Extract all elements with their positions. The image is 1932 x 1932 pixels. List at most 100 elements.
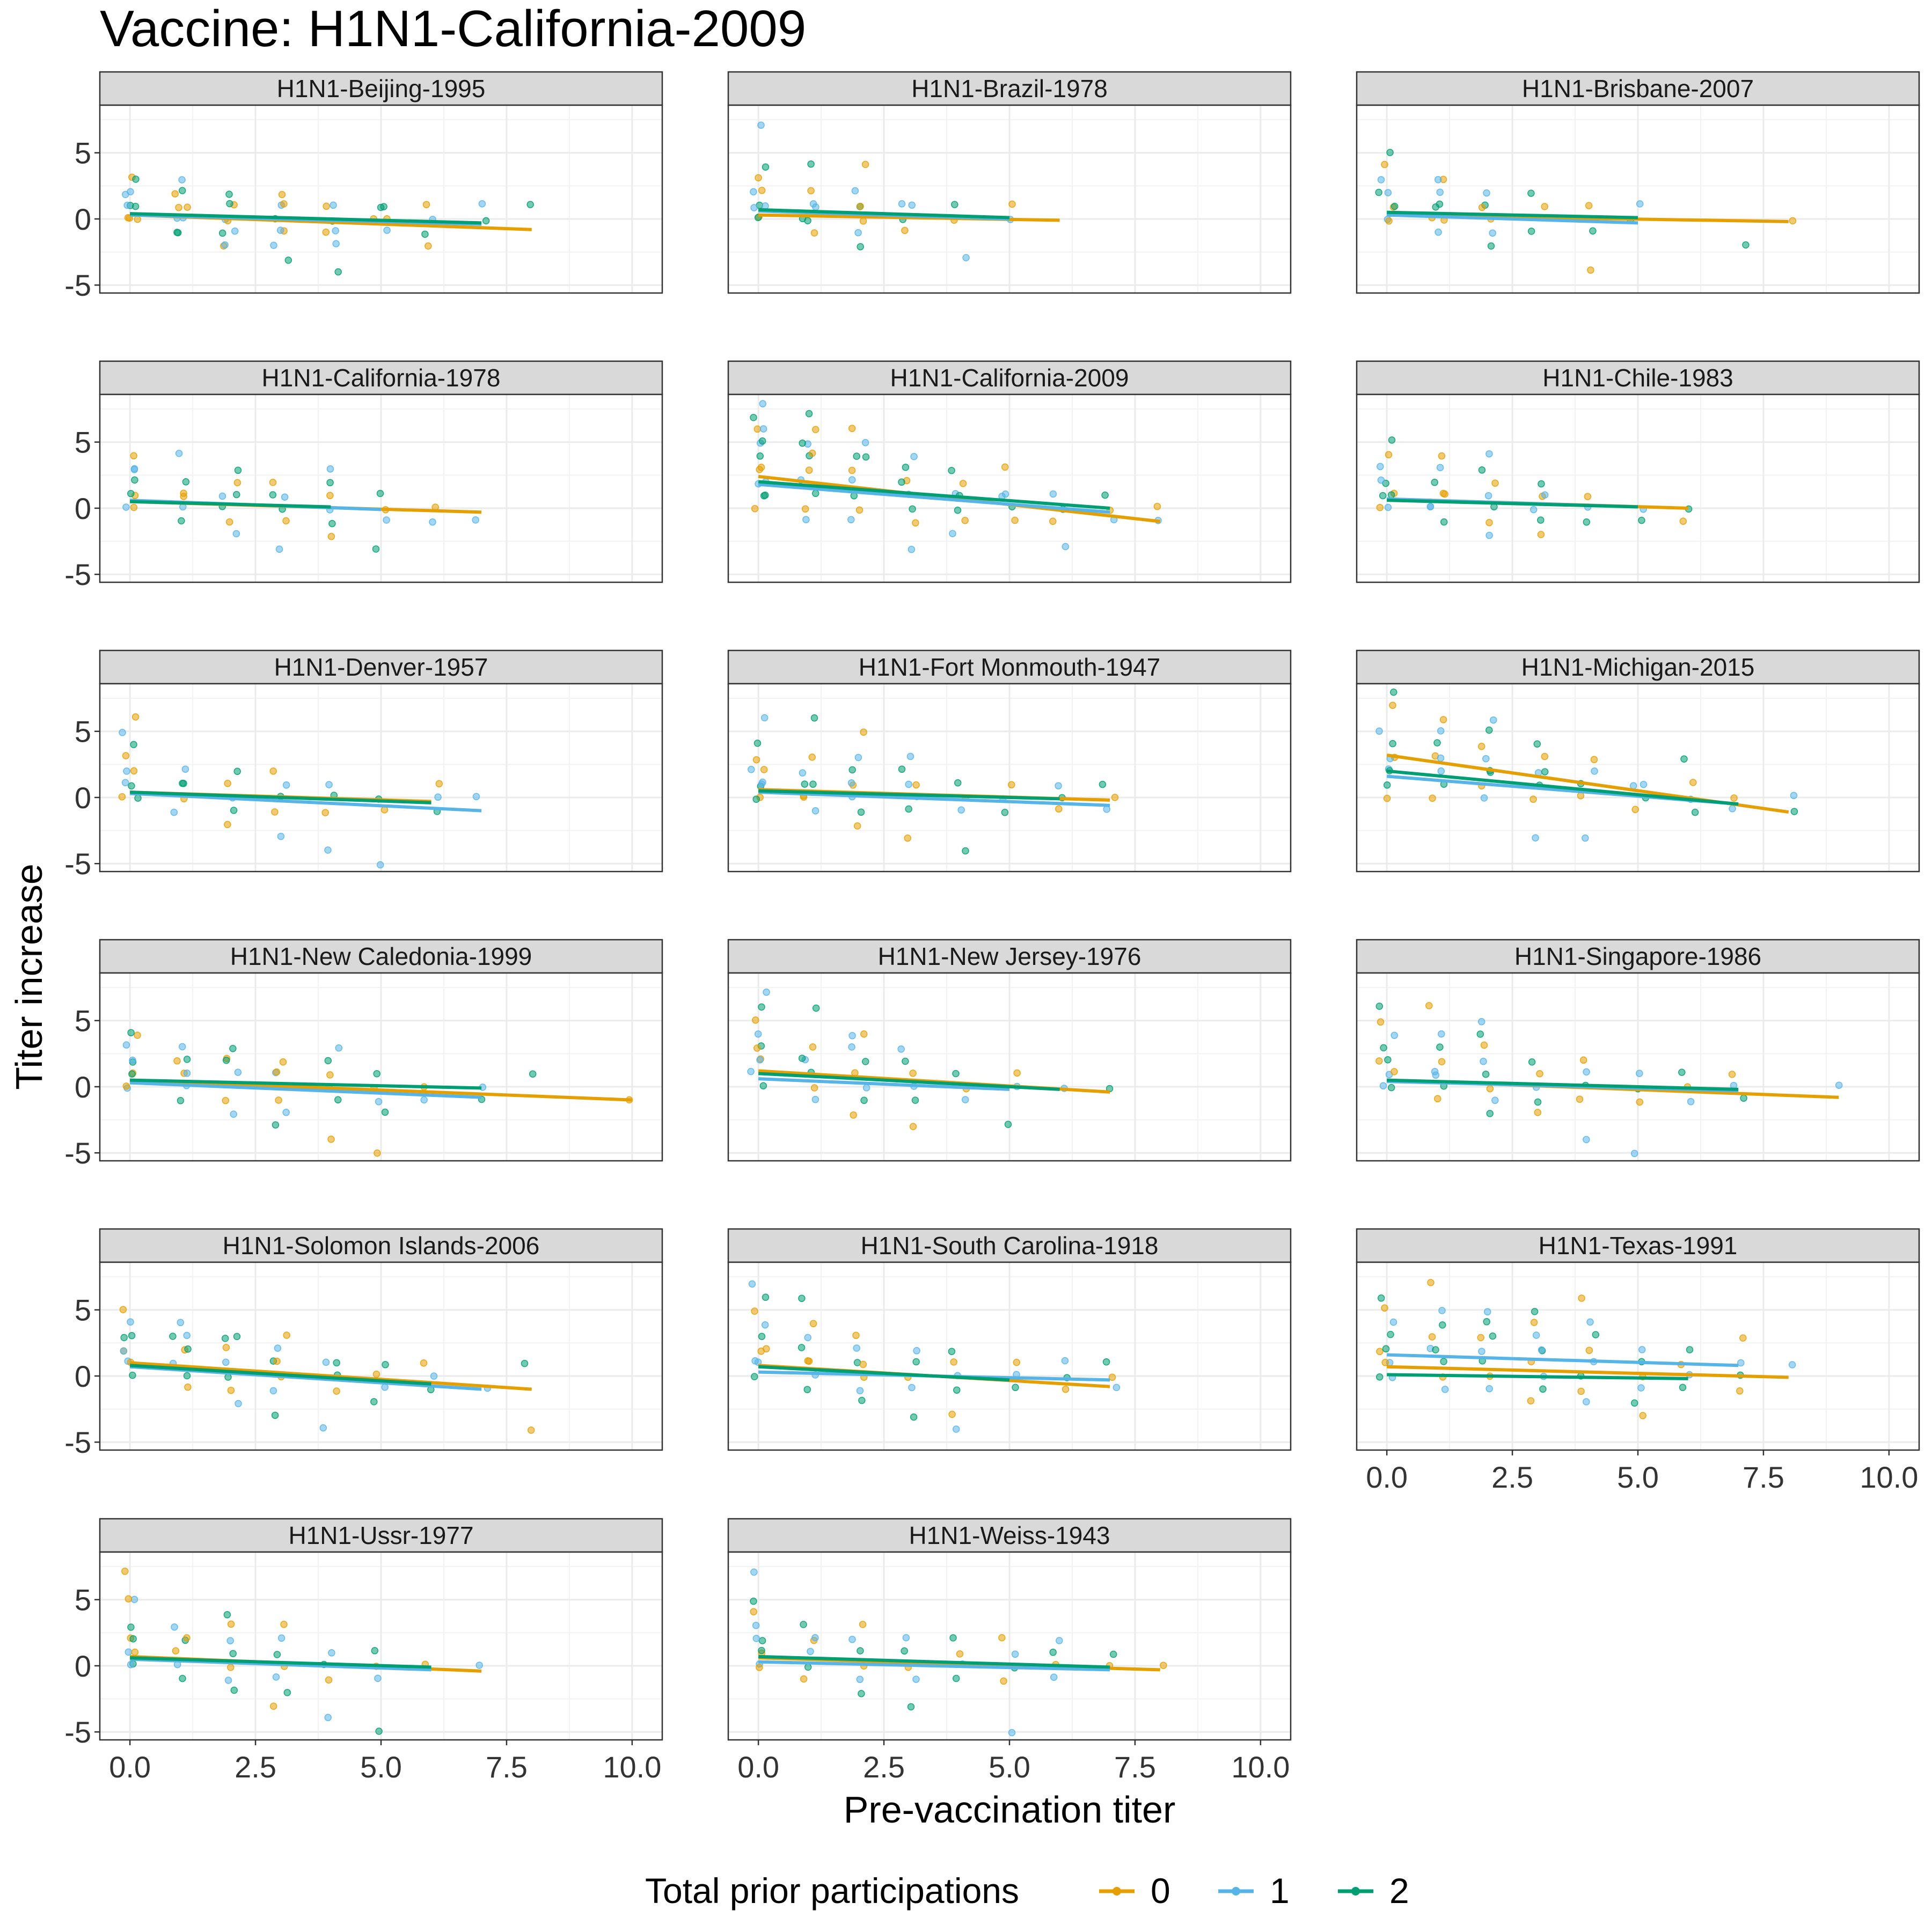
data-point bbox=[905, 780, 912, 788]
data-point bbox=[1375, 1002, 1384, 1010]
data-point bbox=[962, 847, 969, 855]
data-point bbox=[1011, 516, 1019, 524]
data-point bbox=[183, 1056, 191, 1063]
data-point bbox=[809, 780, 817, 788]
data-point bbox=[125, 1595, 133, 1602]
data-point bbox=[326, 479, 334, 487]
data-point bbox=[127, 489, 135, 497]
data-point bbox=[1000, 1677, 1007, 1685]
data-point bbox=[1583, 1398, 1590, 1406]
data-point bbox=[1483, 189, 1490, 197]
fit-line-2 bbox=[130, 500, 331, 509]
data-point bbox=[1387, 1330, 1394, 1338]
data-point bbox=[750, 1608, 758, 1615]
data-point bbox=[910, 1413, 918, 1421]
data-point bbox=[812, 489, 819, 497]
data-point bbox=[800, 1621, 807, 1628]
data-point bbox=[179, 779, 186, 787]
data-point bbox=[1384, 1056, 1392, 1064]
data-point bbox=[382, 1361, 389, 1368]
data-point bbox=[527, 1426, 535, 1434]
data-point bbox=[373, 1070, 380, 1078]
data-point bbox=[321, 809, 329, 816]
data-point bbox=[1489, 229, 1496, 237]
data-point bbox=[1101, 491, 1109, 499]
data-point bbox=[760, 492, 768, 500]
data-point bbox=[950, 1358, 957, 1366]
facet-panel: H1N1-Chile-1983 bbox=[1356, 360, 1920, 583]
data-point bbox=[848, 1043, 855, 1051]
data-point bbox=[812, 203, 819, 211]
data-point bbox=[1590, 756, 1598, 764]
data-point bbox=[281, 493, 289, 501]
fit-line-2 bbox=[758, 789, 1060, 801]
data-point bbox=[1049, 490, 1057, 498]
data-point bbox=[1377, 476, 1385, 484]
panel-border bbox=[727, 393, 1292, 583]
data-point bbox=[322, 228, 330, 236]
data-point bbox=[1153, 502, 1161, 510]
data-point bbox=[1011, 1650, 1019, 1658]
data-point bbox=[954, 506, 962, 514]
data-point bbox=[1482, 1070, 1490, 1078]
data-point bbox=[269, 767, 277, 775]
data-point bbox=[324, 1714, 332, 1722]
y-tick-label: 5 bbox=[75, 426, 91, 459]
data-point bbox=[1740, 1094, 1747, 1102]
data-point bbox=[750, 1568, 758, 1576]
legend-label: 0 bbox=[1151, 1871, 1170, 1911]
data-point bbox=[282, 517, 290, 525]
data-point bbox=[171, 1623, 178, 1631]
data-point bbox=[1388, 436, 1396, 444]
data-point bbox=[1729, 805, 1736, 813]
data-point bbox=[280, 200, 288, 208]
data-point bbox=[911, 1096, 919, 1104]
data-point bbox=[808, 753, 816, 761]
data-point bbox=[753, 1044, 761, 1052]
data-point bbox=[122, 752, 130, 759]
data-point bbox=[1537, 531, 1545, 538]
legend-key-point bbox=[1113, 1887, 1121, 1896]
data-point bbox=[226, 200, 233, 208]
data-point bbox=[860, 728, 867, 736]
facet-panel: H1N1-Texas-1991 0.0 2.5 5.0 7.5 10.0 bbox=[1356, 1228, 1920, 1494]
data-point bbox=[848, 425, 856, 433]
data-point bbox=[756, 1056, 764, 1064]
data-point bbox=[1001, 809, 1009, 816]
data-point bbox=[1437, 754, 1445, 762]
data-point bbox=[962, 254, 970, 261]
data-point bbox=[949, 1634, 957, 1642]
data-point bbox=[747, 1067, 755, 1075]
data-point bbox=[1381, 160, 1388, 169]
data-point bbox=[177, 1097, 185, 1104]
data-point bbox=[128, 782, 135, 790]
strip-label: H1N1-South Carolina-1918 bbox=[861, 1232, 1159, 1260]
data-point bbox=[1439, 1321, 1446, 1329]
chart-title: Vaccine: H1N1-California-2009 bbox=[100, 0, 806, 57]
data-point bbox=[1062, 1385, 1070, 1393]
data-point bbox=[1055, 805, 1063, 813]
data-point bbox=[1440, 1358, 1447, 1365]
data-point bbox=[182, 478, 190, 486]
fit-line-2 bbox=[1387, 499, 1638, 509]
data-point bbox=[279, 1058, 287, 1066]
data-point bbox=[119, 1306, 127, 1313]
fit-line-0 bbox=[758, 213, 1060, 222]
facet-panels: H1N1-Beijing-1995 -5 0 5 H1N1-Brazil-1978 H1N… bbox=[64, 71, 1920, 1784]
data-point bbox=[757, 464, 765, 471]
data-point bbox=[752, 1621, 760, 1629]
data-point bbox=[907, 1703, 915, 1711]
data-point bbox=[178, 517, 185, 525]
data-point bbox=[1480, 794, 1488, 802]
facet-panel: H1N1-Brazil-1978 bbox=[727, 71, 1292, 294]
data-point bbox=[1437, 767, 1445, 775]
data-point bbox=[909, 1070, 917, 1077]
data-point bbox=[421, 230, 429, 238]
data-point bbox=[1160, 1662, 1167, 1669]
strip-label: H1N1-New Jersey-1976 bbox=[878, 942, 1141, 970]
data-point bbox=[1431, 1068, 1439, 1075]
data-point bbox=[751, 1307, 758, 1315]
data-point bbox=[234, 466, 242, 474]
data-point bbox=[809, 1320, 817, 1328]
data-point bbox=[750, 414, 757, 421]
